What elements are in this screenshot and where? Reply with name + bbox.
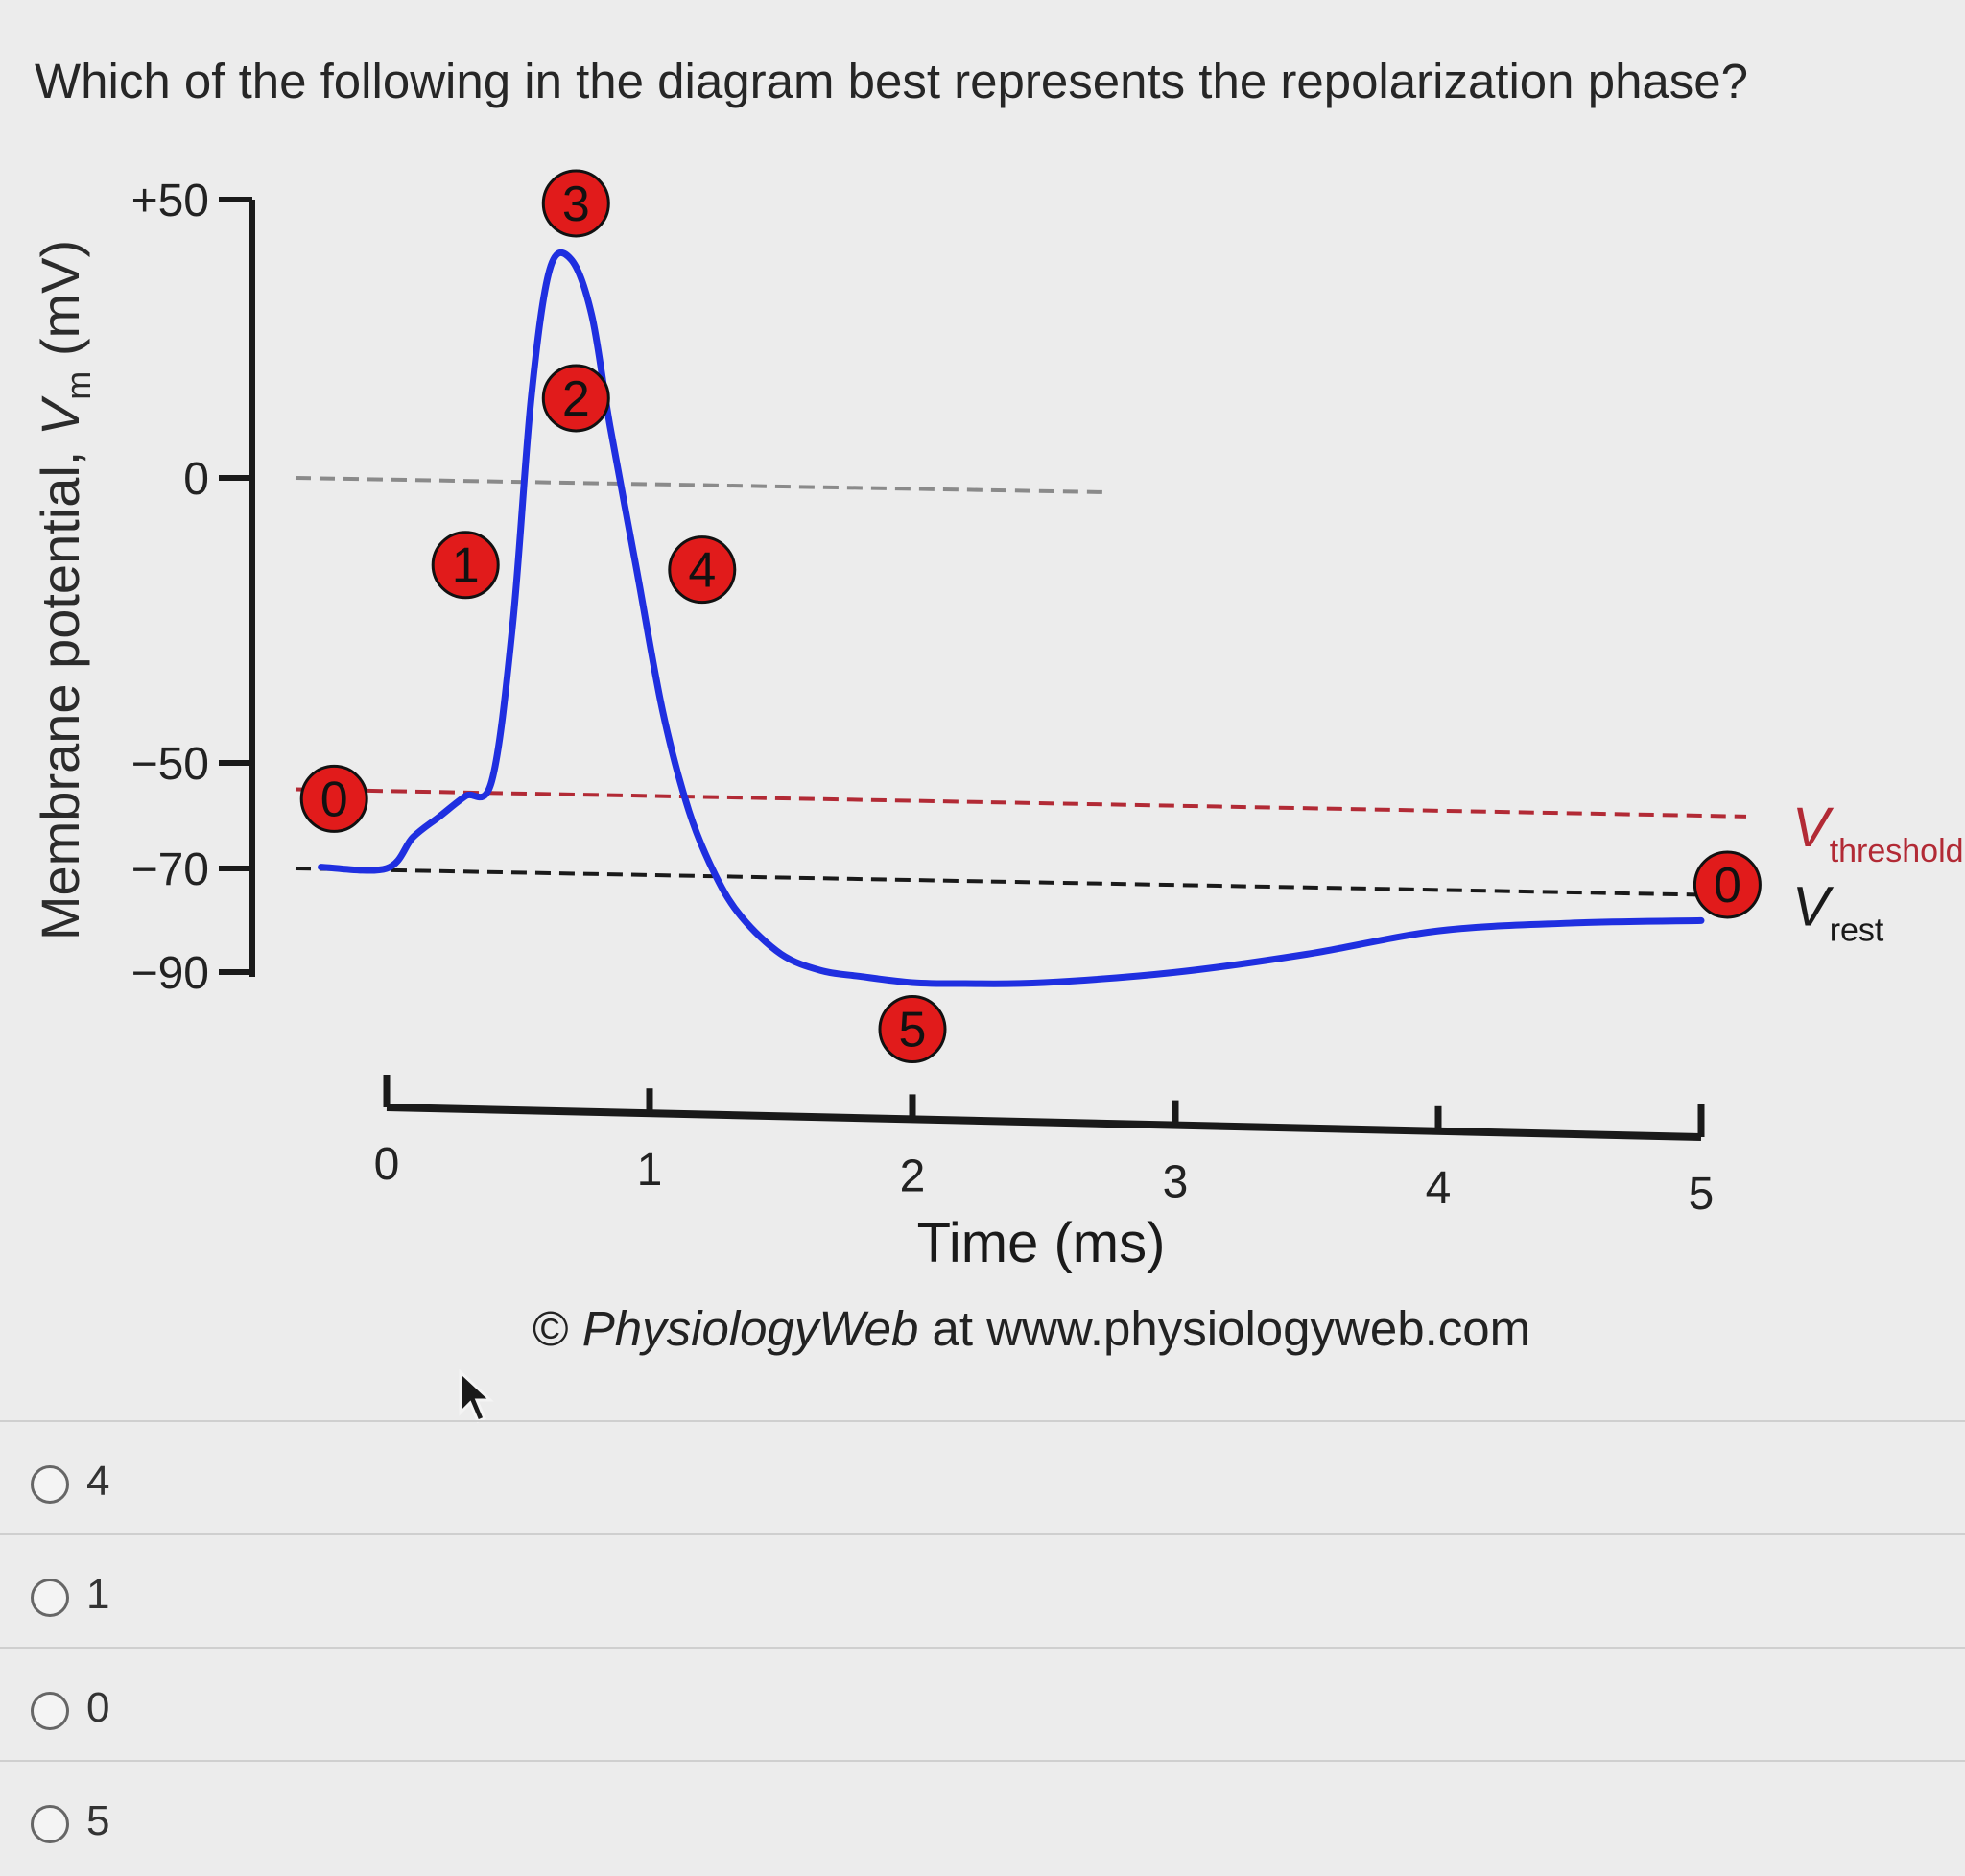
credit-url: at www.physiologyweb.com — [918, 1301, 1531, 1356]
phase-marker-label: 0 — [320, 772, 348, 827]
reference-label-v-threshold: Vthreshold — [1792, 796, 1964, 869]
option-label: 4 — [86, 1458, 110, 1505]
phase-marker: 4 — [668, 535, 737, 605]
radio-button[interactable] — [31, 1465, 69, 1504]
phase-marker-badge — [668, 535, 737, 605]
phase-marker: 0 — [1693, 850, 1762, 919]
x-tick-label: 2 — [900, 1151, 926, 1201]
phase-marker: 3 — [541, 169, 610, 238]
reference-line-zero — [295, 476, 1104, 494]
y-axis-title: Membrane potential, Vm (mV) — [30, 240, 98, 940]
phase-marker: 2 — [541, 364, 610, 433]
phase-marker-label: 4 — [688, 543, 716, 599]
copyright-credit: © PhysiologyWeb at www.physiologyweb.com — [533, 1300, 1530, 1357]
copyright-symbol: © — [533, 1301, 582, 1356]
x-tick-label: 5 — [1689, 1169, 1715, 1220]
phase-marker: 5 — [878, 995, 947, 1064]
phase-marker-badge — [878, 995, 947, 1064]
question-text: Which of the following in the diagram be… — [35, 54, 1749, 108]
option-row[interactable]: 0 — [0, 1647, 1965, 1762]
option-row[interactable]: 1 — [0, 1533, 1965, 1649]
phase-marker: 1 — [431, 531, 500, 600]
option-label: 5 — [86, 1797, 110, 1844]
phase-marker-label: 3 — [562, 177, 590, 232]
radio-button[interactable] — [31, 1692, 69, 1730]
phase-marker-badge — [541, 169, 610, 238]
radio-button[interactable] — [31, 1805, 69, 1843]
x-axis-title: Time (ms) — [917, 1212, 1166, 1274]
y-tick-label: −90 — [131, 948, 209, 999]
x-axis-line — [386, 1104, 1702, 1141]
phase-marker-badge — [541, 364, 610, 433]
x-tick-label: 3 — [1163, 1157, 1189, 1208]
phase-marker: 0 — [299, 764, 368, 833]
x-tick-label: 0 — [374, 1139, 400, 1190]
y-tick-label: −50 — [131, 739, 209, 790]
reference-label-v-rest: Vrest — [1792, 875, 1884, 948]
radio-button[interactable] — [31, 1579, 69, 1617]
phase-marker-label: 2 — [562, 371, 590, 427]
y-tick-label: 0 — [183, 454, 209, 505]
option-row[interactable]: 5 — [0, 1760, 1965, 1875]
membrane-potential-curve — [318, 249, 1705, 987]
mouse-pointer-icon — [459, 1369, 494, 1423]
phase-marker-badge — [299, 764, 368, 833]
phase-marker-badge — [431, 531, 500, 600]
option-label: 1 — [86, 1571, 110, 1618]
x-tick-label: 4 — [1426, 1163, 1452, 1214]
phase-marker-label: 1 — [452, 538, 480, 594]
phase-marker-label: 5 — [899, 1003, 927, 1058]
reference-line-v-rest — [295, 867, 1747, 898]
credit-brand: PhysiologyWeb — [581, 1301, 919, 1356]
phase-marker-badge — [1693, 850, 1762, 919]
phase-marker-label: 0 — [1714, 858, 1741, 914]
option-label: 0 — [86, 1684, 110, 1731]
option-row[interactable]: 4 — [0, 1420, 1965, 1535]
x-tick-label: 1 — [637, 1145, 663, 1196]
y-tick-label: +50 — [131, 176, 209, 226]
reference-line-v-threshold — [295, 787, 1747, 819]
y-tick-label: −70 — [131, 844, 209, 895]
